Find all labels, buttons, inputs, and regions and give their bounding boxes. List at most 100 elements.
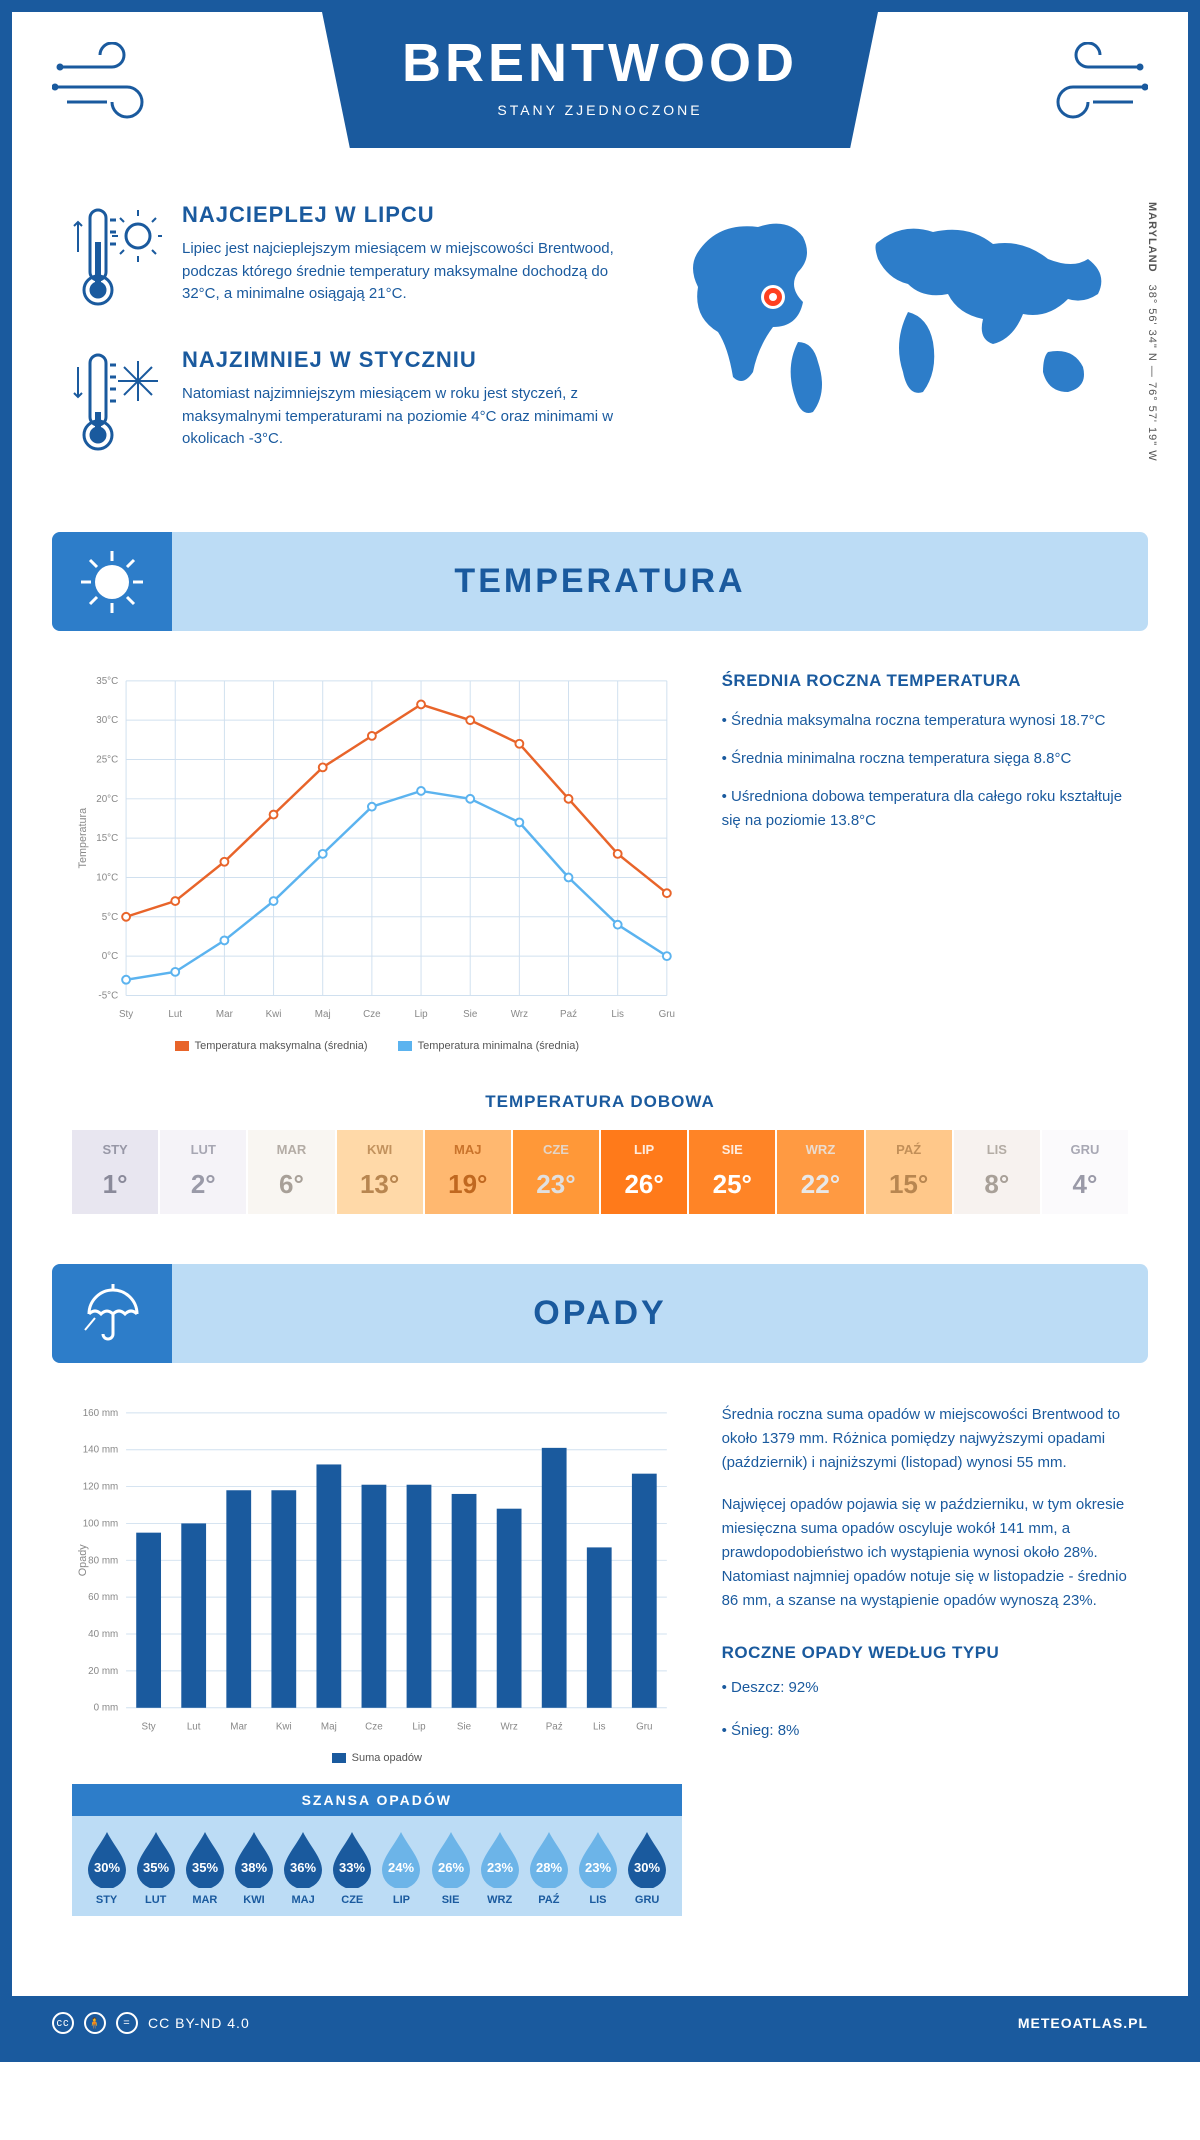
precip-type-title: ROCZNE OPADY WEDŁUG TYPU: [722, 1643, 1128, 1663]
climate-summary: NAJCIEPLEJ W LIPCU Lipiec jest najcieple…: [72, 202, 628, 492]
svg-text:30%: 30%: [94, 1860, 120, 1875]
precipitation-summary: Średnia roczna suma opadów w miejscowośc…: [722, 1403, 1128, 1916]
svg-text:35%: 35%: [143, 1860, 169, 1875]
legend-precip: Suma opadów: [332, 1752, 422, 1764]
footer-license: cc 🧍 = CC BY-ND 4.0: [52, 2012, 250, 2034]
svg-text:24%: 24%: [388, 1860, 414, 1875]
svg-text:Lip: Lip: [414, 1009, 428, 1020]
daily-temperature: TEMPERATURA DOBOWA STY1°LUT2°MAR6°KWI13°…: [12, 1092, 1188, 1264]
chance-drop: 38% KWI: [229, 1830, 278, 1906]
lat-label: 38° 56' 34" N: [1146, 285, 1158, 362]
svg-text:35°C: 35°C: [96, 676, 118, 687]
wind-icon: [52, 42, 162, 127]
hottest-block: NAJCIEPLEJ W LIPCU Lipiec jest najcieple…: [72, 202, 628, 317]
temperature-banner: TEMPERATURA: [52, 532, 1148, 631]
daily-temp-grid: STY1°LUT2°MAR6°KWI13°MAJ19°CZE23°LIP26°S…: [72, 1130, 1128, 1214]
svg-text:80 mm: 80 mm: [88, 1555, 118, 1566]
svg-text:Lut: Lut: [187, 1721, 201, 1732]
svg-text:20°C: 20°C: [96, 794, 118, 805]
lon-label: 76° 57' 19" W: [1146, 382, 1158, 462]
svg-text:5°C: 5°C: [102, 912, 119, 923]
footer: cc 🧍 = CC BY-ND 4.0 METEOATLAS.PL: [12, 1996, 1188, 2050]
svg-text:Gru: Gru: [659, 1009, 675, 1020]
thermometer-hot-icon: [72, 202, 162, 317]
chance-drop: 35% LUT: [131, 1830, 180, 1906]
temp-bullet: • Uśredniona dobowa temperatura dla całe…: [722, 785, 1128, 833]
state-label: MARYLAND: [1146, 202, 1158, 273]
svg-text:Gru: Gru: [636, 1721, 652, 1732]
svg-text:Cze: Cze: [363, 1009, 381, 1020]
license-text: CC BY-ND 4.0: [148, 2015, 250, 2031]
svg-text:Lip: Lip: [412, 1721, 426, 1732]
daily-temp-title: TEMPERATURA DOBOWA: [72, 1092, 1128, 1112]
umbrella-icon: [52, 1264, 172, 1363]
chance-drop: 26% SIE: [426, 1830, 475, 1906]
svg-text:Sty: Sty: [142, 1721, 156, 1732]
svg-text:0 mm: 0 mm: [94, 1703, 119, 1714]
coldest-block: NAJZIMNIEJ W STYCZNIU Natomiast najzimni…: [72, 347, 628, 462]
header: BRENTWOOD STANY ZJEDNOCZONE: [12, 12, 1188, 202]
svg-text:Lis: Lis: [611, 1009, 624, 1020]
svg-text:Maj: Maj: [321, 1721, 337, 1732]
svg-text:Wrz: Wrz: [511, 1009, 528, 1020]
by-icon: 🧍: [84, 2012, 106, 2034]
svg-text:26%: 26%: [438, 1860, 464, 1875]
footer-site: METEOATLAS.PL: [1018, 2015, 1148, 2031]
svg-text:Maj: Maj: [315, 1009, 331, 1020]
svg-text:25°C: 25°C: [96, 754, 118, 765]
chance-panel: SZANSA OPADÓW 30% STY 35% LUT 35% MAR 38…: [72, 1784, 682, 1916]
precipitation-banner: OPADY: [52, 1264, 1148, 1363]
svg-text:10°C: 10°C: [96, 872, 118, 883]
temp-cell: KWI13°: [337, 1130, 423, 1214]
svg-text:Opady: Opady: [77, 1544, 89, 1576]
precip-type: ROCZNE OPADY WEDŁUG TYPU • Deszcz: 92% •…: [722, 1643, 1128, 1744]
nd-icon: =: [116, 2012, 138, 2034]
svg-text:Sie: Sie: [457, 1721, 472, 1732]
svg-text:30%: 30%: [634, 1860, 660, 1875]
city-title: BRENTWOOD: [402, 32, 798, 94]
svg-text:Paź: Paź: [546, 1721, 563, 1732]
temperature-row: -5°C0°C5°C10°C15°C20°C25°C30°C35°CStyLut…: [12, 631, 1188, 1092]
svg-text:Lut: Lut: [168, 1009, 182, 1020]
temp-cell: STY1°: [72, 1130, 158, 1214]
temp-cell: MAJ19°: [425, 1130, 511, 1214]
temp-cell: SIE25°: [689, 1130, 775, 1214]
temp-cell: GRU4°: [1042, 1130, 1128, 1214]
svg-text:30°C: 30°C: [96, 715, 118, 726]
precip-p1: Średnia roczna suma opadów w miejscowośc…: [722, 1403, 1128, 1475]
coldest-title: NAJZIMNIEJ W STYCZNIU: [182, 347, 628, 373]
temp-cell: LUT2°: [160, 1130, 246, 1214]
temp-cell: PAŹ15°: [866, 1130, 952, 1214]
svg-text:40 mm: 40 mm: [88, 1629, 118, 1640]
temperature-legend: Temperatura maksymalna (średnia) Tempera…: [72, 1040, 682, 1052]
temp-cell: WRZ22°: [777, 1130, 863, 1214]
precip-snow: • Śnieg: 8%: [722, 1718, 1128, 1744]
sun-icon: [52, 532, 172, 631]
svg-text:38%: 38%: [241, 1860, 267, 1875]
legend-max: Temperatura maksymalna (średnia): [175, 1040, 368, 1052]
temperature-summary: ŚREDNIA ROCZNA TEMPERATURA • Średnia mak…: [722, 671, 1128, 1052]
precipitation-chart: 0 mm20 mm40 mm60 mm80 mm100 mm120 mm140 …: [72, 1403, 682, 1916]
precip-p2: Najwięcej opadów pojawia się w październ…: [722, 1493, 1128, 1613]
chance-title: SZANSA OPADÓW: [72, 1784, 682, 1816]
temp-bullet: • Średnia minimalna roczna temperatura s…: [722, 747, 1128, 771]
chance-drop: 33% CZE: [328, 1830, 377, 1906]
hottest-title: NAJCIEPLEJ W LIPCU: [182, 202, 628, 228]
page: BRENTWOOD STANY ZJEDNOCZONE NAJCIEPLEJ W…: [0, 0, 1200, 2062]
svg-text:120 mm: 120 mm: [83, 1481, 119, 1492]
svg-text:60 mm: 60 mm: [88, 1592, 118, 1603]
chance-drop: 30% STY: [82, 1830, 131, 1906]
svg-text:35%: 35%: [192, 1860, 218, 1875]
svg-text:100 mm: 100 mm: [83, 1518, 119, 1529]
svg-text:23%: 23%: [585, 1860, 611, 1875]
header-banner: BRENTWOOD STANY ZJEDNOCZONE: [322, 12, 878, 148]
temperature-title: TEMPERATURA: [52, 562, 1148, 601]
svg-text:Wrz: Wrz: [500, 1721, 517, 1732]
precip-rain: • Deszcz: 92%: [722, 1675, 1128, 1701]
coordinates: MARYLAND 38° 56' 34" N — 76° 57' 19" W: [1146, 202, 1158, 462]
temp-cell: LIS8°: [954, 1130, 1040, 1214]
svg-text:28%: 28%: [536, 1860, 562, 1875]
chance-drop: 36% MAJ: [279, 1830, 328, 1906]
precipitation-row: 0 mm20 mm40 mm60 mm80 mm100 mm120 mm140 …: [12, 1363, 1188, 1956]
hottest-body: Lipiec jest najcieplejszym miesiącem w m…: [182, 238, 628, 306]
